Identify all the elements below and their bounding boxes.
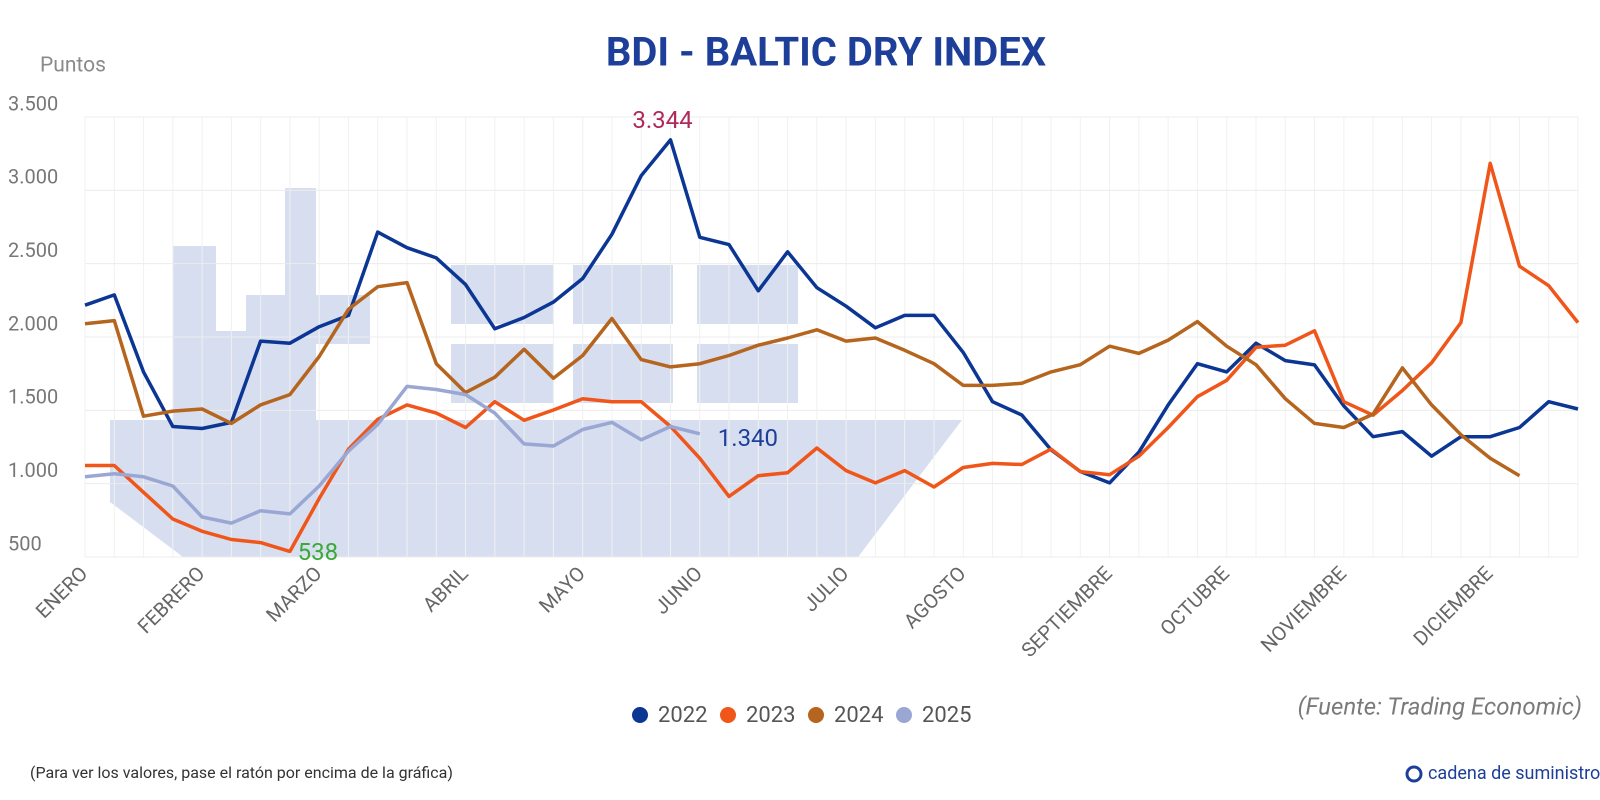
footnote: (Para ver los valores, pase el ratón por… (30, 763, 453, 782)
legend-marker (808, 707, 824, 723)
series-line (84, 138, 1579, 485)
x-tick-label: DICIEMBRE (1408, 561, 1497, 650)
chart-title: BDI - BALTIC DRY INDEX (606, 29, 1046, 76)
container (451, 265, 554, 324)
x-tick-label: JUNIO (649, 561, 707, 619)
legend-label: 2024 (834, 703, 883, 728)
legend-marker (896, 707, 912, 723)
series-line (84, 280, 1521, 478)
y-tick-label: 1.000 (8, 458, 58, 482)
data-label: 1.340 (718, 424, 778, 452)
legend-marker (720, 707, 736, 723)
brand-name: cadena de suministro (1428, 763, 1600, 784)
x-tick-label: MARZO (261, 561, 326, 626)
y-tick-label: 3.000 (8, 165, 58, 189)
ship-hull (110, 420, 962, 557)
series-line (84, 384, 701, 525)
x-tick-label: AGOSTO (899, 561, 971, 633)
source: (Fuente: Trading Economic) (1298, 692, 1582, 720)
brand-logo (1405, 765, 1423, 783)
x-tick-label: MAYO (534, 561, 590, 617)
data-label: 538 (298, 538, 338, 566)
x-tick-label: FEBRERO (133, 561, 210, 638)
ship-block (246, 295, 285, 420)
x-tick-label: JULIO (798, 561, 853, 616)
container (573, 265, 673, 324)
y-axis-label: Puntos (40, 54, 106, 78)
legend-marker (632, 707, 648, 723)
y-tick-label: 1.500 (8, 385, 58, 409)
x-tick-label: OCTUBRE (1155, 561, 1234, 640)
x-tick-label: SEPTIEMBRE (1016, 561, 1117, 662)
legend-label: 2022 (658, 703, 707, 728)
container (697, 344, 798, 403)
container (573, 344, 673, 403)
y-tick-label: 2.500 (8, 238, 58, 262)
ship-block (173, 246, 216, 420)
ship-illustration (110, 188, 962, 557)
x-tick-label: ABRIL (418, 561, 473, 616)
y-tick-label: 2.000 (8, 311, 58, 335)
legend-label: 2023 (746, 703, 795, 728)
y-tick-label: 3.500 (8, 91, 58, 115)
y-tick-label: 500 (8, 531, 42, 555)
data-label: 3.344 (632, 106, 692, 134)
brand: cadena de suministro (1405, 763, 1600, 784)
legend-label: 2025 (922, 703, 971, 728)
series-line (85, 161, 1580, 554)
x-tick-label: NOVIEMBRE (1256, 561, 1351, 656)
x-tick-label: ENERO (31, 561, 93, 623)
